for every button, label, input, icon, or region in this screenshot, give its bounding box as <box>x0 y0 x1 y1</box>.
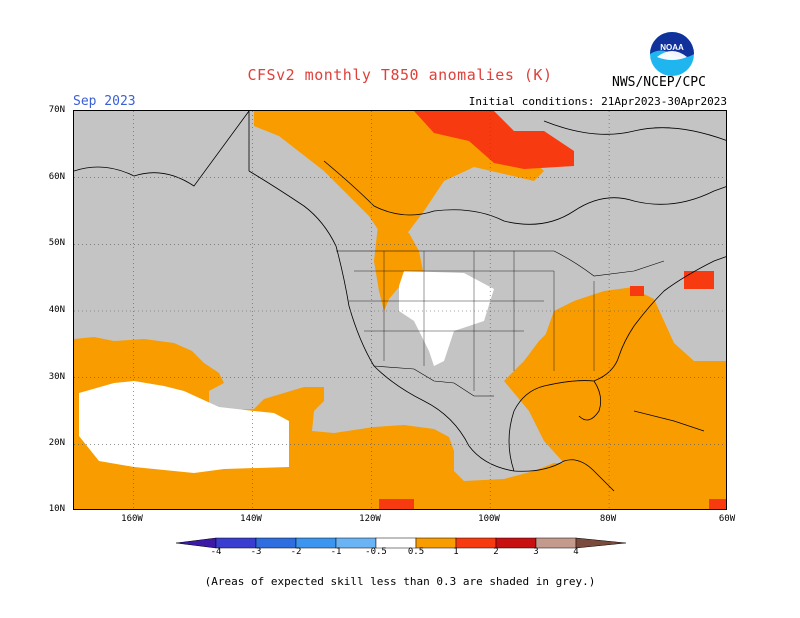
atlantic-warm-anomaly <box>504 289 726 509</box>
lat-label: 40N <box>48 305 65 315</box>
noaa-logo-text: NOAA <box>660 43 684 52</box>
lon-label: 80W <box>599 514 617 524</box>
colorbar-label: -2 <box>290 547 302 557</box>
lon-label: 160W <box>121 514 143 524</box>
lat-label: 50N <box>48 238 65 248</box>
colorbar-label: -1 <box>330 547 342 557</box>
national-borders <box>336 250 665 397</box>
rockies-neutral-zone <box>399 271 494 366</box>
lon-label: 100W <box>478 514 500 524</box>
eastern-pacific-red <box>379 499 414 509</box>
colorbar-label: -0.5 <box>365 547 387 557</box>
map-canvas <box>74 111 726 509</box>
colorbar-label: 2 <box>493 547 499 557</box>
canada-warm-anomaly <box>254 111 544 246</box>
canada-red-anomaly <box>414 111 574 169</box>
pacific-neutral-zone <box>79 381 289 473</box>
lat-label: 60N <box>48 172 65 182</box>
colorbar-label: 1 <box>453 547 459 557</box>
initial-conditions: Initial conditions: 21Apr2023-30Apr2023 <box>468 95 727 108</box>
great-lakes-red <box>630 286 644 296</box>
colorbar-high-arrow <box>575 537 626 549</box>
colorbar <box>176 537 626 549</box>
caribbean-red <box>709 499 726 509</box>
forecast-month: Sep 2023 <box>73 94 136 109</box>
colorbar-label: 4 <box>573 547 579 557</box>
skill-footnote: (Areas of expected skill less than 0.3 a… <box>204 575 596 588</box>
lat-label: 30N <box>48 372 65 382</box>
colorbar-label: -3 <box>250 547 262 557</box>
colorbar-label: -4 <box>210 547 222 557</box>
state-borders <box>349 251 595 391</box>
chart-title: CFSv2 monthly T850 anomalies (K) <box>247 66 553 84</box>
lon-label: 60W <box>718 514 736 524</box>
organization-label: NWS/NCEP/CPC <box>612 75 706 90</box>
rockies-warm-anomaly <box>374 216 424 311</box>
anomaly-map <box>73 110 727 510</box>
colorbar-label: 0.5 <box>407 547 425 557</box>
lon-label: 120W <box>359 514 381 524</box>
lat-label: 70N <box>48 105 65 115</box>
new-england-red <box>684 271 714 289</box>
lat-label: 20N <box>48 438 65 448</box>
lon-label: 140W <box>240 514 262 524</box>
colorbar-label: 3 <box>533 547 539 557</box>
noaa-logo: NOAA <box>650 32 694 76</box>
coastlines <box>74 111 726 492</box>
lat-lon-grid <box>74 111 726 509</box>
lat-label: 10N <box>48 504 65 514</box>
